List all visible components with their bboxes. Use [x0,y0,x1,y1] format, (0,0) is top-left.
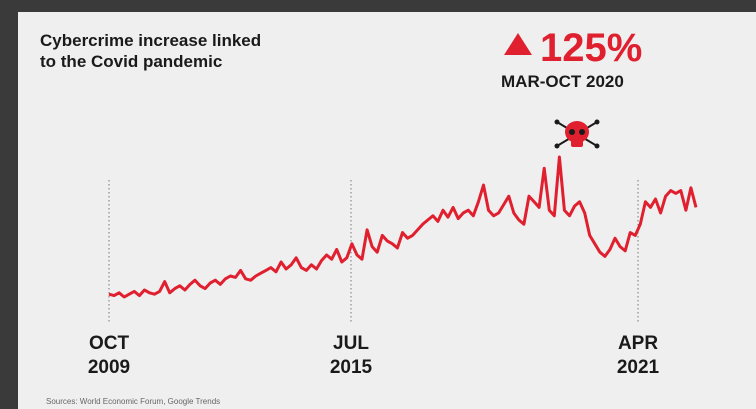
chart-panel: Cybercrime increase linked to the Covid … [18,12,756,409]
x-tick-label: JUL 2015 [306,332,396,380]
x-tick-label-month: JUL [333,333,369,354]
x-tick-label-month: APR [617,333,659,354]
increase-period: MAR-OCT 2020 [501,72,624,91]
x-tick-label-year: 2021 [616,357,660,378]
chart-title-line2: to the Covid pandemic [40,52,223,71]
increase-value: 125% [540,26,643,70]
line-chart [108,119,698,324]
x-tick-label-year: 2015 [329,357,373,378]
skull-crossbones-icon [554,119,600,149]
x-tick-label: OCT 2009 [64,332,154,380]
up-triangle-icon [504,33,532,55]
source-note: Sources: World Economic Forum, Google Tr… [46,397,221,406]
increase-badge: 125% [504,26,642,70]
chart-title-line1: Cybercrime increase linked [40,31,262,50]
x-tick-label: APR 2021 [593,332,683,380]
x-tick-label-month: OCT [88,333,130,354]
series-line [108,155,698,299]
x-tick-label-year: 2009 [87,357,131,378]
